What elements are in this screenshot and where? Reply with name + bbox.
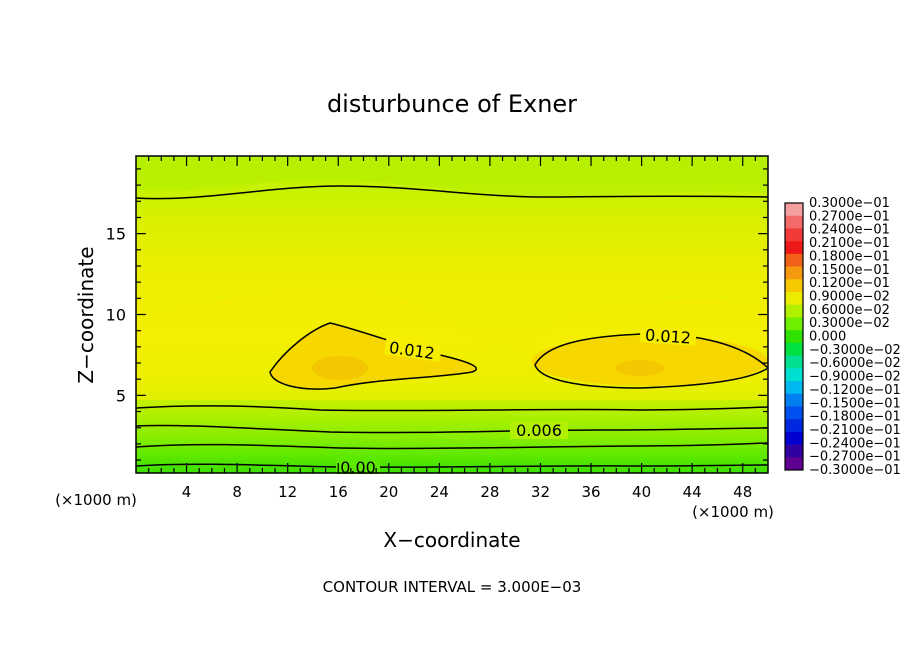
- x-unit-right: (×1000 m): [692, 503, 774, 521]
- colorbar-label: −0.6000e−02: [809, 356, 901, 371]
- colorbar-swatch: [785, 266, 803, 280]
- y-axis-label: Z−coordinate: [74, 246, 98, 383]
- colorbar-label: 0.2400e−01: [809, 223, 890, 238]
- x-tick-label: 20: [379, 483, 398, 501]
- contour-line-000: [136, 463, 768, 468]
- colorbar-swatch: [785, 381, 803, 395]
- light-band-upper: [136, 156, 768, 197]
- colorbar-swatch: [785, 393, 803, 407]
- contour-line-lower: [136, 442, 768, 450]
- colorbar-label: 0.3000e−02: [809, 316, 890, 331]
- colorbar-swatch: [785, 228, 803, 242]
- contour-label-000: 0.00: [340, 458, 376, 477]
- x-tick-label: 44: [683, 483, 702, 501]
- x-tick-label: 24: [430, 483, 449, 501]
- y-axis: 5 10 15: [106, 168, 768, 461]
- chart-title: disturbunce of Exner: [327, 90, 577, 118]
- colorbar-label: −0.1800e−01: [809, 410, 901, 425]
- colorbar-label: −0.9000e−02: [809, 370, 901, 385]
- colorbar-swatch: [785, 330, 803, 344]
- colorbar-swatch: [785, 431, 803, 445]
- colorbar-swatch: [785, 253, 803, 267]
- x-unit-left: (×1000 m): [55, 491, 137, 509]
- plot-area: [136, 156, 768, 473]
- colorbar-label: 0.3000e−01: [809, 196, 890, 211]
- colorbar-label: 0.1500e−01: [809, 263, 890, 278]
- colorbar-swatch: [785, 368, 803, 382]
- colorbar-label: 0.2100e−01: [809, 236, 890, 251]
- colorbar-swatch: [785, 355, 803, 369]
- colorbar-label: −0.1500e−01: [809, 396, 901, 411]
- colorbar-label: −0.3000e−01: [809, 463, 901, 478]
- colorbar-label: −0.2700e−01: [809, 450, 901, 465]
- colorbar-label: 0.1800e−01: [809, 249, 890, 264]
- colorbar-swatch: [785, 241, 803, 255]
- y-tick-label: 15: [106, 225, 126, 244]
- y-tick-label: 10: [106, 306, 126, 325]
- colorbar-frame: [784, 202, 804, 471]
- x-tick-label: 8: [232, 483, 242, 501]
- colorbar-label: −0.1200e−01: [809, 383, 901, 398]
- colorbar-label: −0.2400e−01: [809, 436, 901, 451]
- x-tick-label: 16: [329, 483, 348, 501]
- warm-core-right: [616, 360, 664, 376]
- colorbar-swatch: [785, 317, 803, 331]
- contour-lines: [136, 185, 768, 468]
- x-tick-label: 36: [581, 483, 600, 501]
- colorbar-swatch: [785, 342, 803, 356]
- colorbar-swatch: [785, 444, 803, 458]
- colorbar-swatch: [785, 406, 803, 420]
- contour-line-upper: [136, 185, 768, 200]
- colorbar-label: −0.2100e−01: [809, 423, 901, 438]
- colorbar-label: 0.000: [809, 330, 846, 345]
- x-tick-label: 12: [278, 483, 297, 501]
- colorbar-label: 0.1200e−01: [809, 276, 890, 291]
- x-tick-label: 48: [733, 483, 752, 501]
- colorbar-label: 0.2700e−01: [809, 209, 890, 224]
- colorbar-swatch: [785, 215, 803, 229]
- contour-interval-note: CONTOUR INTERVAL = 3.000E−03: [323, 578, 582, 596]
- colorbar-swatch: [785, 304, 803, 318]
- colorbar-swatch: [785, 419, 803, 433]
- colorbar-swatch: [785, 203, 803, 217]
- x-tick-label: 4: [182, 483, 192, 501]
- x-axis-label: X−coordinate: [383, 528, 520, 552]
- x-tick-label: 28: [480, 483, 499, 501]
- x-axis: 4 8 12 16 20 24 28 32 36 40 44 48: [148, 156, 756, 501]
- colorbar-swatch: [785, 279, 803, 293]
- colorbar-swatch: [785, 457, 803, 471]
- contour-label-0012-right: 0.012: [645, 325, 692, 347]
- x-tick-label: 32: [531, 483, 550, 501]
- colorbar: 0.3000e−010.2700e−010.2400e−010.2100e−01…: [784, 196, 901, 478]
- contour-line-0006: [136, 424, 768, 434]
- colorbar-label: −0.3000e−02: [809, 343, 901, 358]
- y-tick-label: 5: [116, 386, 126, 405]
- contour-label-0006: 0.006: [516, 421, 562, 440]
- colorbar-swatch: [785, 292, 803, 306]
- colorbar-label: 0.9000e−02: [809, 289, 890, 304]
- contour-line-upper-green: [136, 405, 768, 412]
- colorbar-label: 0.6000e−02: [809, 303, 890, 318]
- warm-core-left: [312, 356, 368, 380]
- x-tick-label: 40: [632, 483, 651, 501]
- contour-line-0012-left: [269, 322, 478, 390]
